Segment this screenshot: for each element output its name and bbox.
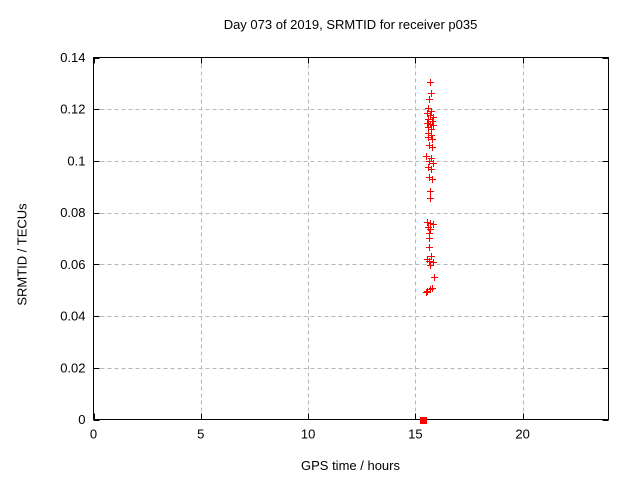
x-tick-label: 10 — [301, 427, 315, 442]
x-tick-label: 5 — [197, 427, 204, 442]
data-point-square — [420, 417, 427, 424]
y-tick-label: 0.14 — [60, 50, 85, 65]
x-tick-label: 0 — [90, 427, 97, 442]
y-tick-label: 0.12 — [60, 102, 85, 117]
plot-border — [93, 57, 609, 420]
y-tick-label: 0.08 — [60, 205, 85, 220]
y-tick-label: 0.04 — [60, 309, 85, 324]
x-tick-label: 15 — [408, 427, 422, 442]
y-tick-label: 0.02 — [60, 360, 85, 375]
y-tick-label: 0 — [78, 412, 85, 427]
y-tick-label: 0.06 — [60, 257, 85, 272]
x-tick-label: 20 — [515, 427, 529, 442]
x-axis-label: GPS time / hours — [301, 458, 400, 473]
y-tick-label: 0.1 — [67, 153, 85, 168]
chart-title: Day 073 of 2019, SRMTID for receiver p03… — [223, 17, 478, 32]
